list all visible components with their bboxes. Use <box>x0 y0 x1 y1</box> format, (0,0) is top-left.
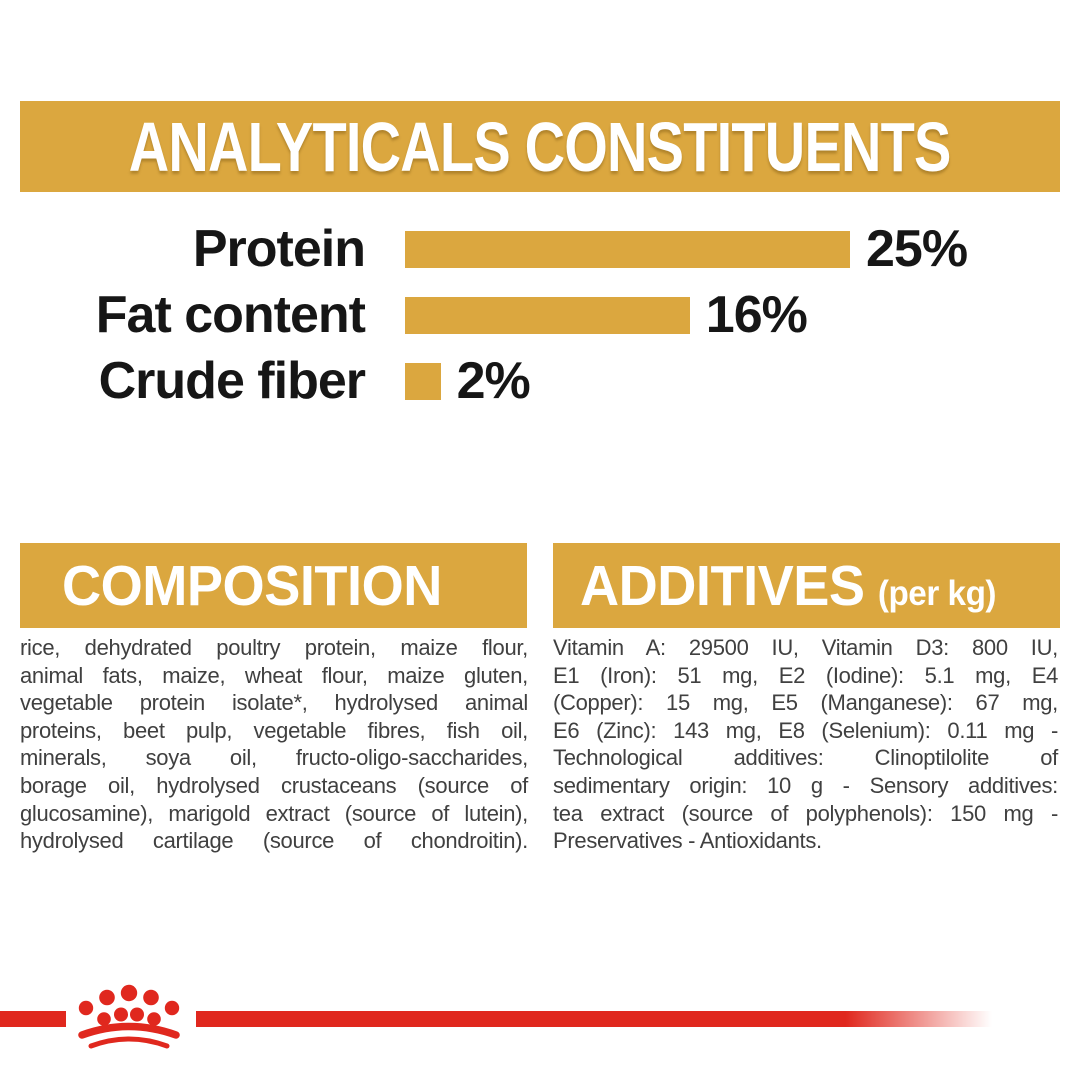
nutrient-label: Fat content <box>95 286 366 344</box>
nutrient-bar <box>405 362 441 400</box>
additives-line: E1 (Iron): 51 mg, E2 (Iodine): 5.1 mg, E… <box>553 662 1058 688</box>
composition-line: borage oil, hydrolysed crustaceans (sour… <box>20 772 528 798</box>
composition-line: animal fats, maize, wheat flour, maize g… <box>20 662 528 688</box>
additives-line: (Copper): 15 mg, E5 (Manganese): 67 mg, <box>553 690 1058 716</box>
nutrient-bar-chart: Protein 25% Fat content 16% Crude fiber … <box>20 216 1060 414</box>
additives-line: sedimentary origin: 10 g - Sensory addit… <box>553 772 1058 798</box>
additives-banner: ADDITIVES (per kg) <box>553 543 1060 628</box>
nutrient-value: 25% <box>866 220 968 278</box>
nutrient-value: 2% <box>456 352 531 410</box>
nutrient-row-fat: Fat content 16% <box>20 282 1060 348</box>
nutrient-value: 16% <box>705 286 808 344</box>
composition-paragraph: rice, dehydrated poultry protein, maize … <box>20 634 528 855</box>
composition-line: minerals, soya oil, fructo-oligo-sacchar… <box>20 745 528 771</box>
composition-line: vegetable protein isolate*, hydrolysed a… <box>20 690 528 716</box>
composition-line: glucosamine), marigold extract (source o… <box>20 800 528 826</box>
nutrient-label: Protein <box>192 220 366 278</box>
additives-paragraph: Vitamin A: 29500 IU, Vitamin D3: 800 IU,… <box>553 634 1058 855</box>
divider-line-left <box>0 1011 66 1027</box>
divider-line-right <box>196 1011 1008 1027</box>
analyticals-title: ANALYTICALS CONSTITUENTS <box>129 107 952 186</box>
composition-line: hydrolysed cartilage (source of chondroi… <box>20 828 528 854</box>
nutrient-row-fiber: Crude fiber 2% <box>20 348 1060 414</box>
additives-line: tea extract (source of polyphenols): 150… <box>553 800 1058 826</box>
additives-heading: ADDITIVES (per kg) <box>580 553 996 619</box>
composition-banner: COMPOSITION <box>20 543 527 628</box>
additives-line: E6 (Zinc): 143 mg, E8 (Selenium): 0.11 m… <box>553 717 1058 743</box>
analyticals-banner: ANALYTICALS CONSTITUENTS <box>20 101 1060 192</box>
composition-line: rice, dehydrated poultry protein, maize … <box>20 635 528 660</box>
nutrient-bar <box>405 296 690 334</box>
nutrient-row-protein: Protein 25% <box>20 216 1060 282</box>
nutrient-label: Crude fiber <box>98 352 366 410</box>
additives-per-kg-label: (per kg) <box>877 573 997 613</box>
royal-canin-crown-icon <box>78 984 180 1049</box>
additives-line: Vitamin A: 29500 IU, Vitamin D3: 800 IU, <box>553 635 1058 660</box>
composition-line: proteins, beet pulp, vegetable fibres, f… <box>20 717 528 743</box>
additives-line: Preservatives - Antioxidants. <box>553 828 822 854</box>
additives-heading-text: ADDITIVES <box>580 553 865 618</box>
additives-line: Technological additives: Clinoptilolite … <box>553 745 1058 771</box>
nutrient-bar <box>405 230 850 268</box>
composition-heading: COMPOSITION <box>62 553 442 618</box>
